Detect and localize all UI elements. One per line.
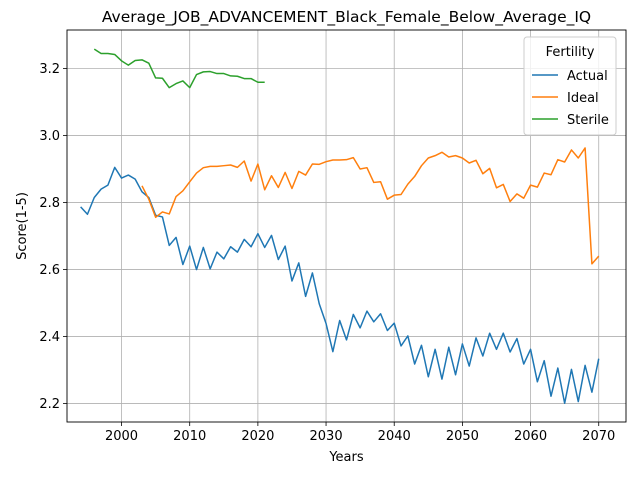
- y-tick-label: 3.0: [39, 129, 60, 144]
- y-tick-label: 2.2: [39, 397, 60, 412]
- legend-items: Actual Ideal Sterile: [532, 69, 609, 128]
- series-line-ideal: [141, 147, 600, 265]
- x-tick-label: 2040: [378, 429, 411, 444]
- series-line-actual: [80, 166, 600, 404]
- x-tick-label: 2070: [582, 429, 615, 444]
- legend-label-sterile: Sterile: [567, 113, 609, 128]
- y-tick-label: 2.4: [39, 330, 60, 345]
- x-tick-label: 2030: [310, 429, 343, 444]
- x-tick-label: 2000: [105, 429, 138, 444]
- plot-frame: [66, 29, 627, 423]
- series-lines: [80, 48, 600, 404]
- y-axis-label: Score(1-5): [15, 192, 30, 260]
- legend-label-ideal: Ideal: [567, 91, 599, 106]
- x-tick-label: 2050: [446, 429, 479, 444]
- legend: Fertility Actual Ideal Sterile: [523, 36, 617, 136]
- x-tick-label: 2060: [514, 429, 547, 444]
- y-tick-label: 2.8: [39, 196, 60, 211]
- legend-box: [523, 36, 617, 136]
- x-axis-label: Years: [328, 450, 364, 465]
- x-tick-label: 2020: [241, 429, 274, 444]
- series-line-sterile: [93, 48, 265, 89]
- chart-title: Average_JOB_ADVANCEMENT_Black_Female_Bel…: [102, 8, 591, 27]
- x-tick-label: 2010: [173, 429, 206, 444]
- axis-ticks: 2000 2010 2020 2030 2040 2050 2060 2070 2.2 2.4 2.…: [39, 62, 615, 444]
- legend-label-actual: Actual: [567, 69, 608, 84]
- y-tick-label: 3.2: [39, 62, 60, 77]
- y-tick-label: 2.6: [39, 263, 60, 278]
- legend-title: Fertility: [546, 45, 595, 60]
